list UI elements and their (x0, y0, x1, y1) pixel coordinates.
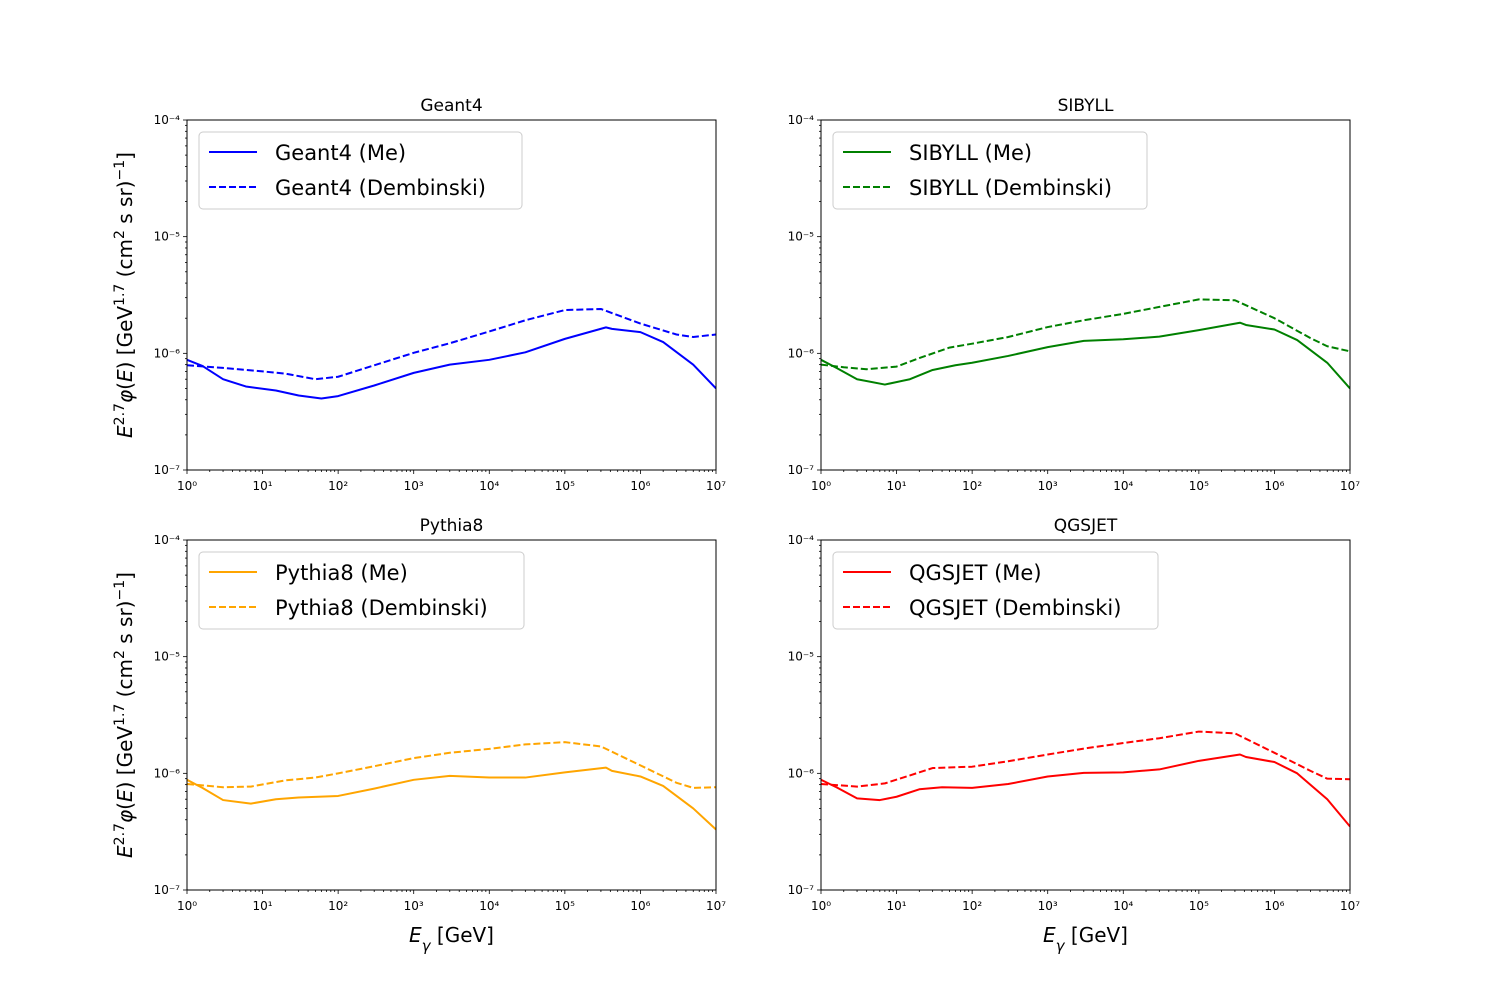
y-tick-label: 10⁻⁷ (788, 883, 815, 897)
series-line-me (187, 326, 716, 400)
x-tick-label: 10¹ (887, 479, 907, 493)
x-tick-label: 10¹ (253, 899, 273, 913)
x-tick-label: 10⁵ (555, 479, 575, 493)
legend-box (198, 551, 525, 630)
x-tick-label: 10⁶ (1264, 899, 1284, 913)
x-tick-label: 10⁰ (177, 899, 197, 913)
legend-box (832, 131, 1148, 210)
x-tick-label: 10³ (404, 899, 424, 913)
x-tick-label: 10⁷ (1340, 899, 1360, 913)
x-tick-label: 10³ (404, 479, 424, 493)
x-tick-label: 10⁰ (811, 479, 831, 493)
series-line-dembinski (187, 741, 716, 789)
x-tick-label: 10⁵ (1189, 899, 1209, 913)
y-tick-label: 10⁻⁴ (788, 533, 815, 547)
x-tick-label: 10⁶ (630, 479, 650, 493)
panel-geant4: 10⁰ 10¹ 10² 10³ 10⁴ 10⁵ 10⁶ 10⁷ 10⁻⁷ 10⁻⁶ 10⁻⁵ 10⁻⁴… (112, 96, 726, 493)
legend-label: QGSJET (Dembinski) (909, 596, 1121, 620)
legend-label: SIBYLL (Dembinski) (909, 176, 1112, 200)
legend: SIBYLL (Me) SIBYLL (Dembinski) (832, 131, 1148, 210)
y-tick-label: 10⁻⁵ (788, 650, 815, 664)
x-tick-label: 10⁵ (1189, 479, 1209, 493)
y-tick-label: 10⁻⁵ (788, 230, 815, 244)
y-tick-label: 10⁻⁴ (154, 533, 181, 547)
legend: Pythia8 (Me) Pythia8 (Dembinski) (198, 551, 525, 630)
x-tick-label: 10⁴ (479, 479, 499, 493)
x-tick-label: 10⁷ (706, 899, 726, 913)
legend-box (198, 131, 523, 210)
panel-title: Pythia8 (420, 516, 484, 536)
y-tick-label: 10⁻⁷ (154, 463, 181, 477)
y-tick-label: 10⁻⁷ (154, 883, 181, 897)
y-axis-label: E2.7φ(E) [GeV1.7 (cm2 s sr)−1] (112, 152, 137, 438)
x-axis-label: Eγ [GeV] (1043, 923, 1128, 955)
x-tick-label: 10¹ (887, 899, 907, 913)
legend-label: SIBYLL (Me) (909, 141, 1032, 165)
x-tick-label: 10⁰ (177, 479, 197, 493)
panel-qgsjet: 10⁰ 10¹ 10² 10³ 10⁴ 10⁵ 10⁶ 10⁷ 10⁻⁷ 10⁻⁶ 10⁻⁵ 10⁻⁴… (788, 516, 1361, 955)
y-axis-label: E2.7φ(E) [GeV1.7 (cm2 s sr)−1] (112, 572, 137, 858)
legend-label: Pythia8 (Me) (275, 561, 408, 585)
y-tick-label: 10⁻⁷ (788, 463, 815, 477)
y-tick-label: 10⁻⁵ (154, 230, 181, 244)
x-tick-label: 10⁷ (1340, 479, 1360, 493)
x-tick-label: 10⁴ (1113, 899, 1133, 913)
y-tick-label: 10⁻⁵ (154, 650, 181, 664)
x-tick-label: 10³ (1038, 479, 1058, 493)
legend-label: Geant4 (Dembinski) (275, 176, 486, 200)
x-tick-label: 10⁴ (479, 899, 499, 913)
series-line-dembinski (821, 298, 1350, 371)
y-tick-label: 10⁻⁶ (788, 346, 815, 360)
x-tick-label: 10² (962, 479, 982, 493)
y-tick-label: 10⁻⁶ (154, 346, 181, 360)
x-tick-label: 10⁶ (630, 899, 650, 913)
panel-sibyll: 10⁰ 10¹ 10² 10³ 10⁴ 10⁵ 10⁶ 10⁷ 10⁻⁷ 10⁻⁶ 10⁻⁵ 10⁻⁴… (788, 96, 1361, 493)
panel-title: Geant4 (420, 96, 482, 116)
axes-frame (820, 119, 1351, 471)
series-line-me (821, 753, 1350, 828)
y-tick-label: 10⁻⁶ (154, 766, 181, 780)
axes-frame (186, 119, 717, 471)
x-tick-label: 10⁰ (811, 899, 831, 913)
panel-title: QGSJET (1054, 516, 1118, 536)
panel-pythia8: 10⁰ 10¹ 10² 10³ 10⁴ 10⁵ 10⁶ 10⁷ 10⁻⁷ 10⁻⁶ 10⁻⁵ 10⁻⁴… (112, 516, 726, 955)
y-tick-label: 10⁻⁴ (154, 113, 181, 127)
x-tick-label: 10⁷ (706, 479, 726, 493)
panel-title: SIBYLL (1058, 96, 1114, 116)
series-line-me (187, 766, 716, 831)
legend: QGSJET (Me) QGSJET (Dembinski) (832, 551, 1159, 630)
x-tick-label: 10⁶ (1264, 479, 1284, 493)
x-tick-label: 10⁵ (555, 899, 575, 913)
x-tick-label: 10³ (1038, 899, 1058, 913)
legend-label: Pythia8 (Dembinski) (275, 596, 488, 620)
legend-box (832, 551, 1159, 630)
legend-label: Geant4 (Me) (275, 141, 406, 165)
x-tick-label: 10² (328, 899, 348, 913)
x-tick-label: 10⁴ (1113, 479, 1133, 493)
x-tick-label: 10¹ (253, 479, 273, 493)
series-line-me (821, 321, 1350, 390)
series-line-dembinski (187, 307, 716, 381)
y-tick-label: 10⁻⁴ (788, 113, 815, 127)
axes-frame (820, 539, 1351, 891)
legend-label: QGSJET (Me) (909, 561, 1042, 585)
y-tick-label: 10⁻⁶ (788, 766, 815, 780)
series-line-dembinski (821, 730, 1350, 788)
x-tick-label: 10² (962, 899, 982, 913)
x-tick-label: 10² (328, 479, 348, 493)
x-axis-label: Eγ [GeV] (409, 923, 494, 955)
axes-frame (186, 539, 717, 891)
legend: Geant4 (Me) Geant4 (Dembinski) (198, 131, 523, 210)
